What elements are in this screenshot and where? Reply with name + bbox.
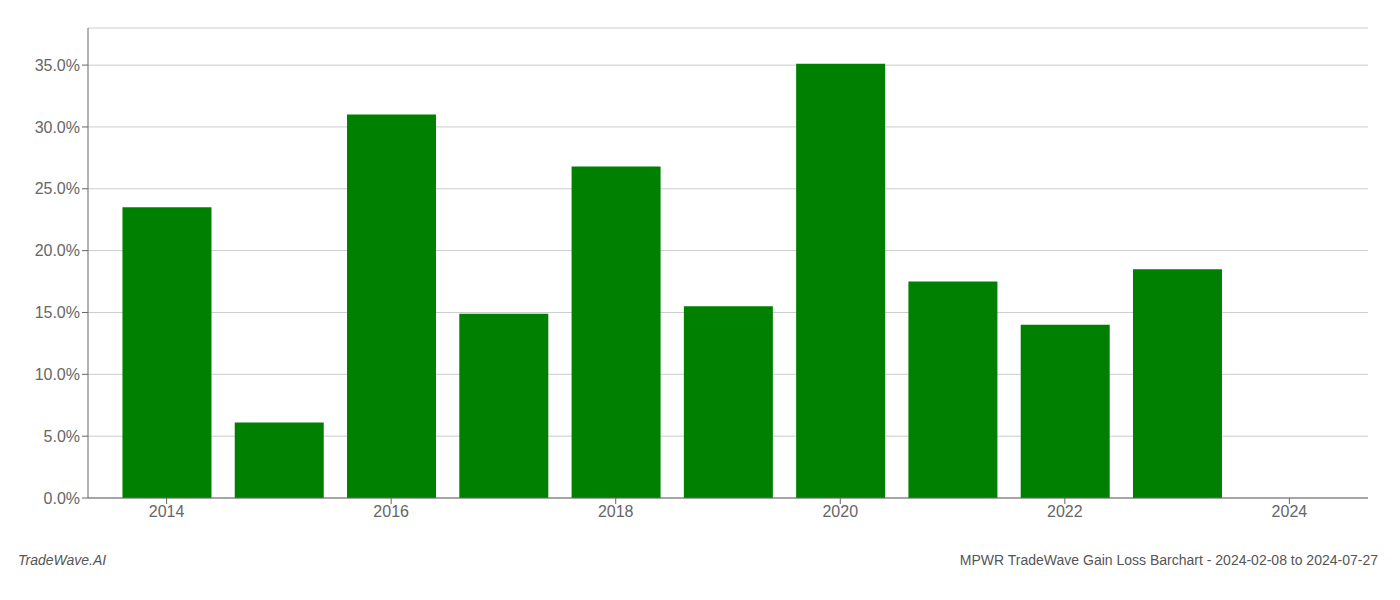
svg-text:5.0%: 5.0% [44,428,80,445]
svg-text:35.0%: 35.0% [35,57,80,74]
html-text:MPWR TradeWave Gain Loss Barch: MPWR TradeWave Gain Loss Barchart - 2024… [959,552,1378,568]
svg-text:25.0%: 25.0% [35,180,80,197]
svg-text:2016: 2016 [373,503,409,520]
svg-text:2022: 2022 [1047,503,1083,520]
svg-text:2020: 2020 [822,503,858,520]
svg-text:10.0%: 10.0% [35,366,80,383]
svg-text:2024: 2024 [1272,503,1308,520]
svg-text:0.0%: 0.0% [44,490,80,507]
html-text:TradeWave.AI: TradeWave.AI [18,552,107,568]
svg-text:15.0%: 15.0% [35,304,80,321]
svg-text:2018: 2018 [598,503,634,520]
svg-text:2014: 2014 [149,503,185,520]
svg-text:20.0%: 20.0% [35,242,80,259]
svg-text:30.0%: 30.0% [35,119,80,136]
